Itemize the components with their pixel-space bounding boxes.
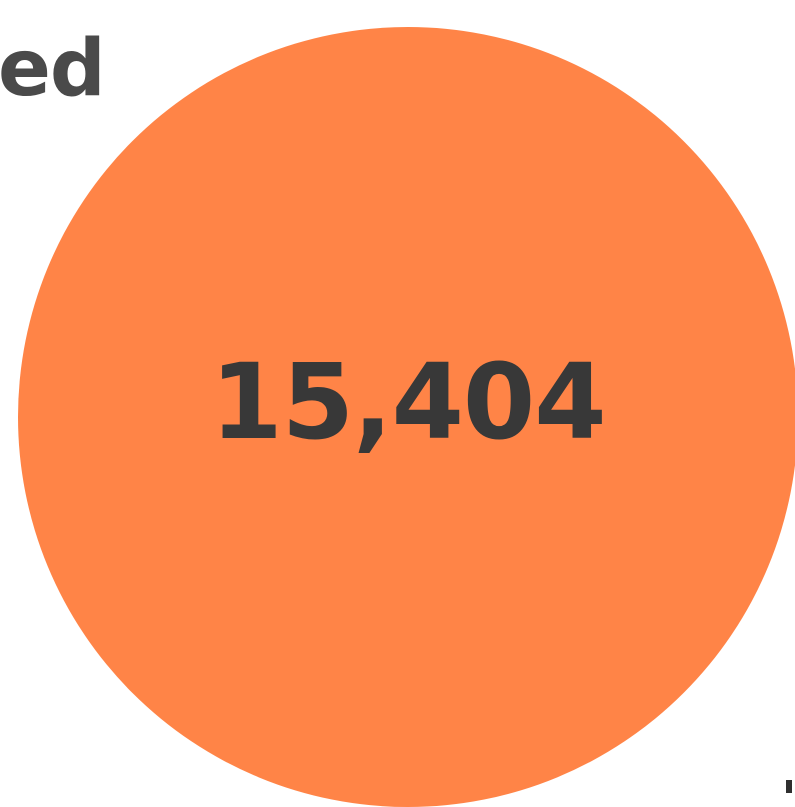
edge-mark [786,780,792,793]
cropped-heading: ed [0,24,106,114]
stat-circle: 15,404 [18,27,795,807]
stat-value: 15,404 [210,341,606,463]
